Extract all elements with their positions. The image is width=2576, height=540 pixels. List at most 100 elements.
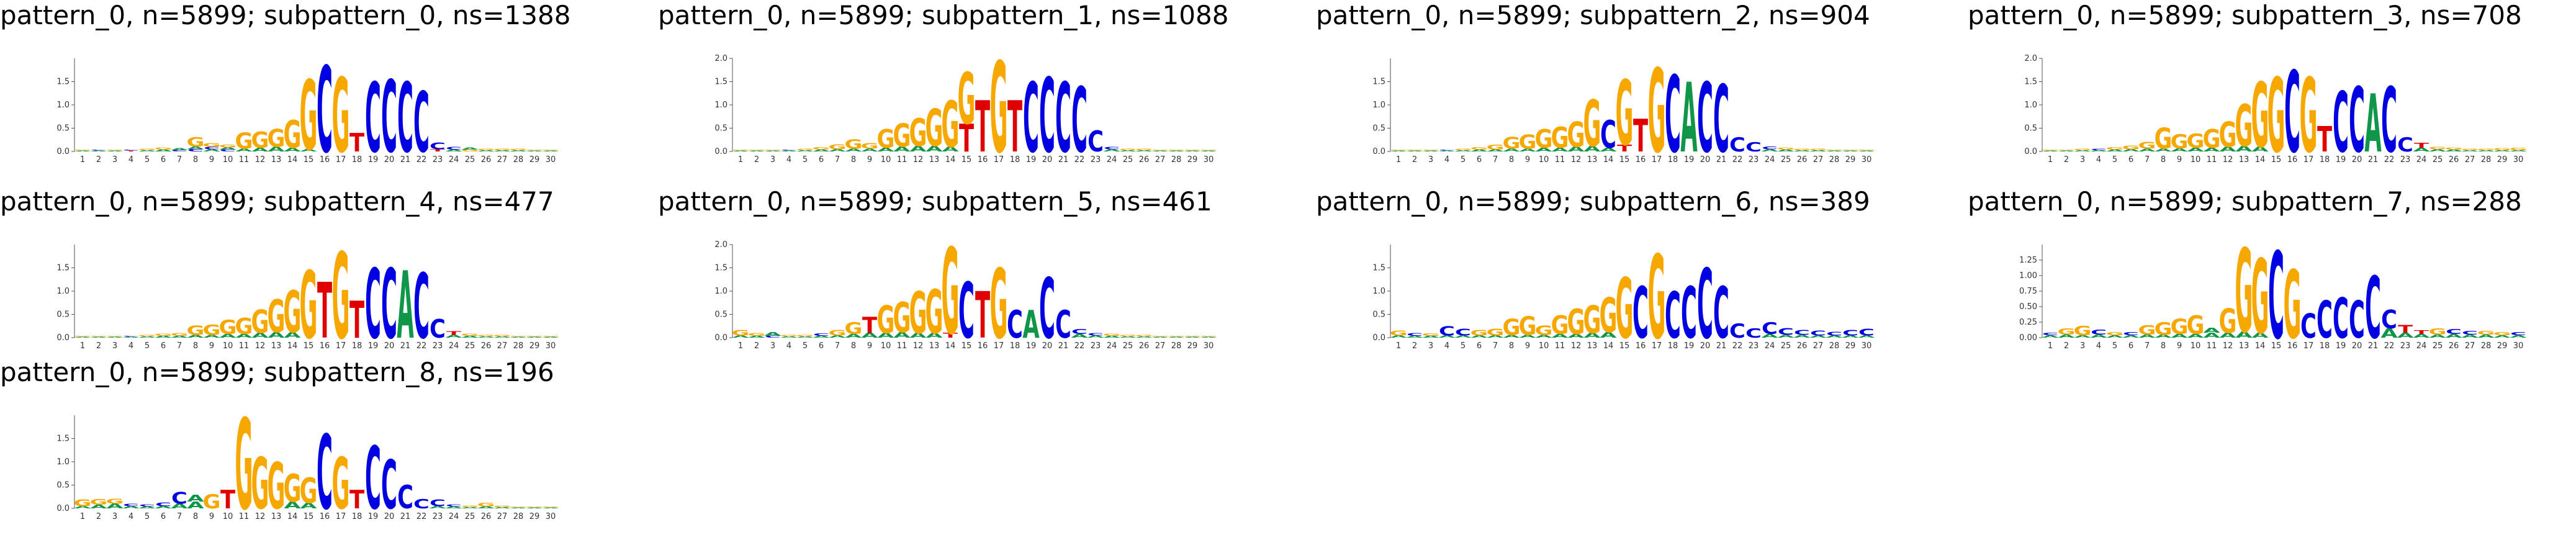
x-tick-label: 28 <box>1829 341 1840 351</box>
x-tick-label: 30 <box>2513 155 2524 164</box>
x-tick-label: 24 <box>2416 341 2427 351</box>
x-tick-label: 8 <box>193 512 198 521</box>
logo-letter-A: A <box>106 150 124 151</box>
logo-letter-A: A <box>1071 333 1088 340</box>
x-tick-label: 17 <box>994 155 1004 164</box>
logo-letter-G: G <box>493 505 511 508</box>
logo-letter-A: A <box>877 332 894 340</box>
panel-title: pattern_0, n=5899; subpattern_0, ns=1388 <box>0 0 571 30</box>
logo-letter-G: G <box>2219 301 2237 341</box>
x-tick-label: 1 <box>1396 341 1401 351</box>
logo-letter-C: C <box>958 268 975 356</box>
x-tick-label: 3 <box>112 341 117 351</box>
logo-letter-G: G <box>1470 146 1488 150</box>
logo-letter-A: A <box>106 503 123 510</box>
x-tick-label: 5 <box>803 155 808 164</box>
y-tick-label: 0.5 <box>56 310 70 320</box>
logo-letter-A: A <box>1184 336 1201 338</box>
logo-letter-G: G <box>1151 336 1169 337</box>
x-tick-label: 15 <box>304 155 314 164</box>
logo-letter-G: G <box>171 332 189 336</box>
logo-letter-C: C <box>1088 125 1104 158</box>
x-tick-label: 25 <box>465 341 475 351</box>
logo-letter-C: C <box>1810 330 1826 337</box>
logo-letter-G: G <box>106 498 124 505</box>
x-tick-label: 24 <box>1765 155 1775 164</box>
x-tick-label: 17 <box>2304 155 2314 164</box>
x-tick-label: 2 <box>96 341 101 351</box>
logo-letter-T: T <box>975 86 990 168</box>
logo-letter-C: C <box>1745 326 1762 341</box>
y-tick-label: 1.00 <box>2019 271 2037 281</box>
x-tick-label: 16 <box>978 155 988 164</box>
logo-letter-C: C <box>123 150 139 151</box>
x-tick-label: 12 <box>913 155 924 164</box>
x-tick-label: 23 <box>433 512 443 521</box>
logo-letter-G: G <box>829 328 847 337</box>
x-tick-label: 22 <box>1732 341 1743 351</box>
x-tick-label: 20 <box>384 512 395 521</box>
x-tick-label: 2 <box>2064 155 2069 164</box>
logo-letter-G: G <box>2429 327 2447 337</box>
logo-letter-A: A <box>1390 150 1407 151</box>
x-tick-label: 15 <box>1619 155 1630 164</box>
x-tick-label: 18 <box>1668 155 1678 164</box>
x-tick-label: 29 <box>2497 341 2508 351</box>
logo-letter-C: C <box>1633 272 1649 354</box>
x-tick-label: 12 <box>255 512 266 521</box>
logo-letter-G: G <box>1503 315 1521 340</box>
logo-letter-G: G <box>2155 320 2173 339</box>
logo-letter-A: A <box>122 336 140 338</box>
x-tick-label: 21 <box>2368 341 2379 351</box>
logo-letter-C: C <box>2381 69 2397 173</box>
logo-letter-G: G <box>861 142 879 150</box>
logo-letter-C: C <box>413 255 430 359</box>
logo-letter-T: T <box>943 332 958 340</box>
x-tick-label: 23 <box>433 341 443 351</box>
logo-letter-A: A <box>764 331 781 338</box>
x-tick-label: 19 <box>368 155 379 164</box>
logo-letter-G: G <box>2042 150 2060 151</box>
logo-letter-A: A <box>1168 150 1185 151</box>
x-tick-label: 3 <box>1428 341 1433 351</box>
x-tick-label: 4 <box>2096 155 2101 164</box>
logo-letter-A: A <box>171 503 187 510</box>
y-tick-label: 1.0 <box>1372 287 1385 296</box>
logo-letter-G: G <box>877 124 895 154</box>
logo-letter-A: A <box>1200 150 1217 151</box>
logo-letter-G: G <box>493 148 511 151</box>
x-tick-label: 22 <box>417 512 427 521</box>
x-tick-label: 18 <box>352 512 363 521</box>
logo-letter-A: A <box>2235 330 2253 340</box>
logo-letter-C: C <box>155 502 171 508</box>
x-tick-label: 22 <box>417 155 427 164</box>
logo-letter-T: T <box>959 115 974 160</box>
y-tick-label: 0.5 <box>1372 310 1385 320</box>
logo-letter-A: A <box>1422 150 1439 151</box>
x-tick-label: 3 <box>2080 341 2085 351</box>
logo-letter-A: A <box>461 506 479 509</box>
logo-letter-G: G <box>1200 336 1218 337</box>
logo-letter-A: A <box>893 146 910 153</box>
logo-letter-G: G <box>1487 144 1505 151</box>
logo-letter-G: G <box>2235 92 2253 160</box>
x-tick-label: 3 <box>1428 155 1433 164</box>
x-tick-label: 26 <box>481 341 492 351</box>
logo-letter-A: A <box>284 500 300 511</box>
logo-letter-A: A <box>2364 79 2381 171</box>
logo-letter-C: C <box>1826 331 1842 337</box>
logo-letter-A: A <box>138 150 156 152</box>
logo-letter-A: A <box>445 334 462 338</box>
logo-letter-G: G <box>300 61 318 172</box>
logo-letter-A: A <box>2074 335 2091 338</box>
y-tick-label: 1.25 <box>2019 256 2037 265</box>
x-tick-label: 1 <box>80 341 85 351</box>
logo-letter-G: G <box>2251 239 2269 358</box>
logo-letter-C: C <box>1455 327 1471 338</box>
logo-letter-A: A <box>813 149 830 152</box>
logo-letter-A: A <box>2413 147 2430 153</box>
y-tick-label: 0.0 <box>2024 147 2037 156</box>
logo-letter-G: G <box>1168 336 1186 337</box>
logo-panel-4: pattern_0, n=5899; subpattern_4, ns=477 … <box>0 186 615 366</box>
x-tick-label: 29 <box>1845 341 1856 351</box>
